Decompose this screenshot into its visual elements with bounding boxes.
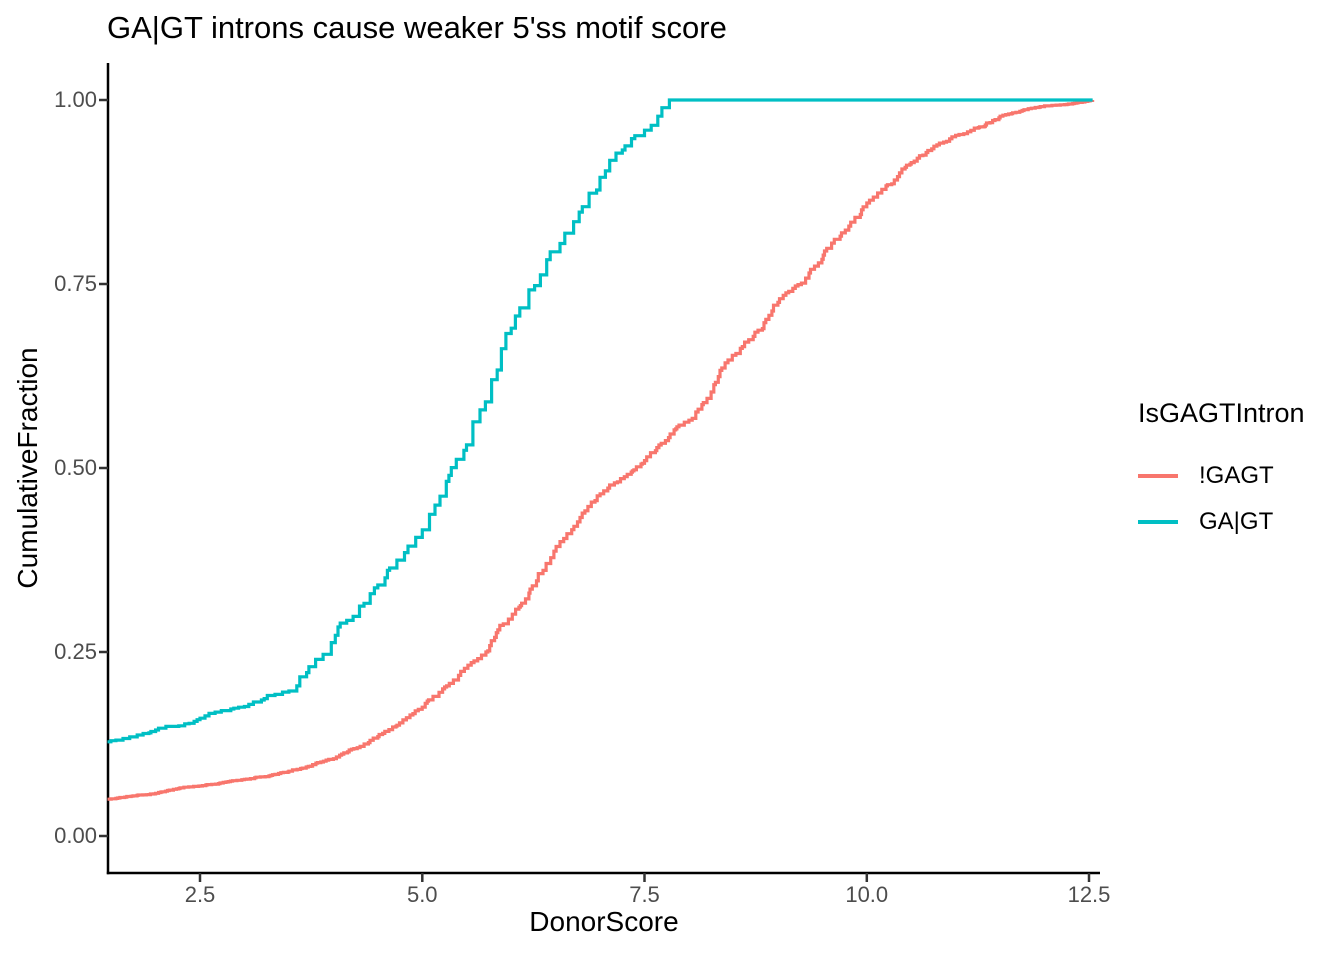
legend-entry-label: GA|GT — [1199, 508, 1274, 535]
x-tick-label: 10.0 — [845, 882, 889, 907]
x-axis-title: DonorScore — [529, 906, 679, 937]
y-tick-label: 1.00 — [54, 87, 97, 112]
x-tick-label: 12.5 — [1067, 882, 1111, 907]
y-tick-label: 0.00 — [54, 823, 97, 848]
plot-title: GA|GT introns cause weaker 5'ss motif sc… — [107, 10, 727, 45]
x-tick-label: 5.0 — [406, 882, 438, 907]
legend-entries: !GAGT GA|GT — [1138, 453, 1305, 545]
x-tick-label: 7.5 — [629, 882, 660, 907]
legend-entry-label: !GAGT — [1199, 462, 1274, 489]
x-tick-label: 2.5 — [184, 882, 216, 907]
legend-entry: !GAGT — [1138, 453, 1305, 499]
legend: IsGAGTIntron !GAGT GA|GT — [1138, 398, 1305, 545]
legend-key-line-icon — [1138, 474, 1178, 478]
y-tick-label: 0.50 — [54, 455, 97, 480]
ecdf-curve-not-gagt — [107, 98, 1095, 801]
y-tick-label: 0.25 — [54, 639, 97, 664]
legend-key-line-icon — [1138, 520, 1178, 524]
y-tick-label: 0.75 — [54, 271, 97, 296]
legend-title: IsGAGTIntron — [1138, 398, 1305, 428]
legend-entry: GA|GT — [1138, 499, 1305, 545]
ecdf-curve-gagt — [107, 98, 1093, 744]
